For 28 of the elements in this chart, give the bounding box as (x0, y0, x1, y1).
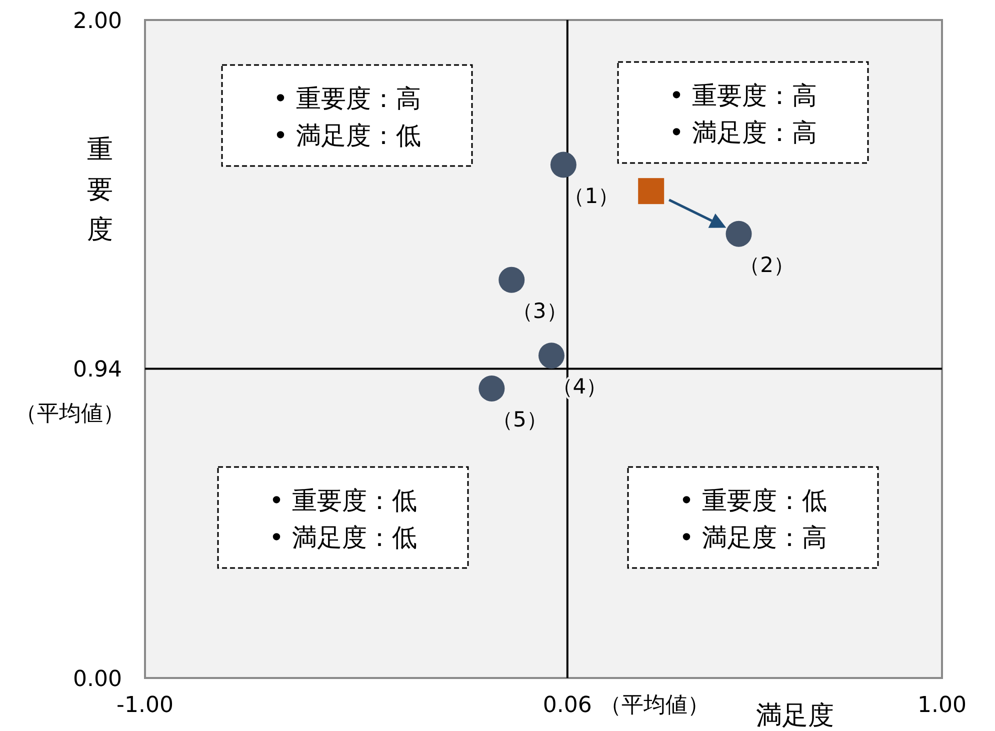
x-tick-label: -1.00 (116, 693, 174, 718)
annotation: • 重要度：高 • 満足度：低 (273, 84, 421, 150)
point (638, 178, 664, 204)
point (478, 375, 505, 402)
y-tick-label: 0.94 (73, 358, 122, 383)
point (498, 266, 525, 293)
y-tick-label: 2.00 (73, 9, 122, 34)
annotation: （1） (564, 184, 620, 208)
x-tick-label: 1.00 (918, 693, 966, 718)
point (726, 220, 752, 247)
point (538, 342, 564, 369)
point (550, 152, 576, 178)
annotation: • 重要度：低 • 満足度：高 (679, 486, 827, 552)
picture-quadrant-note: • 重要度：低 • 満足度：高 (627, 466, 879, 569)
ref-line-label: （平均値） (15, 402, 125, 427)
annotation: • 重要度：高 • 満足度：高 (669, 81, 817, 147)
x-tick-label: 0.06 (542, 693, 592, 718)
annotation: （5） (492, 407, 548, 432)
y-axis-title: 重要度 (87, 135, 113, 245)
x-axis-title: 満足度 (756, 701, 834, 731)
picture-quadrant-note: • 重要度：高 • 満足度：高 (617, 61, 869, 164)
annotation: • 重要度：低 • 満足度：低 (269, 486, 417, 552)
annotation: （3） (512, 298, 568, 323)
ref-line-label: （平均値） (599, 693, 710, 718)
picture-quadrant-note: • 重要度：低 • 満足度：低 (217, 466, 469, 569)
picture-quadrant-note: • 重要度：高 • 満足度：低 (221, 64, 473, 167)
y-tick-label: 0.00 (73, 667, 122, 692)
annotation: （2） (739, 252, 794, 277)
